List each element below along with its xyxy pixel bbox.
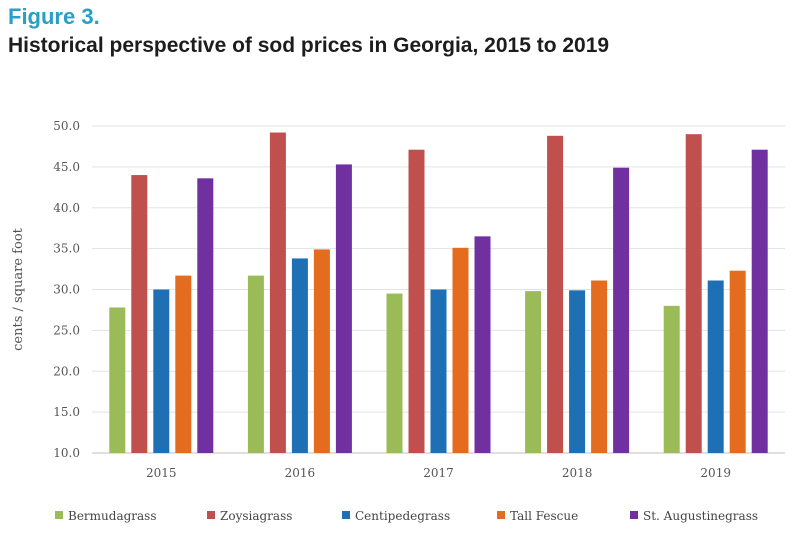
y-tick-labels: 10.0 15.0 20.0 25.0 30.0 35.0 40.0 45.0 50.0 <box>53 119 80 460</box>
bars <box>109 132 768 454</box>
bar-st-augustinegrass-2018 <box>613 167 630 453</box>
x-tick-labels: 2015 2016 2017 2018 2019 <box>146 466 731 480</box>
x-tick-label: 2018 <box>562 466 593 480</box>
bar-st-augustinegrass-2017 <box>474 236 491 453</box>
y-axis-title: cents / square foot <box>11 227 26 351</box>
x-tick-label: 2017 <box>423 466 454 480</box>
y-tick-label: 30.0 <box>53 283 80 297</box>
legend-label: Bermudagrass <box>68 509 157 523</box>
bar-bermudagrass-2016 <box>247 275 264 453</box>
bar-st-augustinegrass-2016 <box>335 164 352 454</box>
bar-centipedegrass-2018 <box>569 290 586 453</box>
bar-bermudagrass-2018 <box>525 291 542 453</box>
bar-bermudagrass-2017 <box>386 293 403 453</box>
y-tick-label: 25.0 <box>53 323 80 337</box>
bar-tall-fescue-2015 <box>175 275 192 453</box>
legend-label: Tall Fescue <box>510 509 578 523</box>
bar-st-augustinegrass-2015 <box>197 178 214 453</box>
y-tick-label: 35.0 <box>53 242 80 256</box>
figure-label: Figure 3. <box>8 4 100 29</box>
bar-bermudagrass-2015 <box>109 307 126 453</box>
x-tick-label: 2015 <box>146 466 177 480</box>
bar-bermudagrass-2019 <box>663 305 680 453</box>
bar-zoysiagrass-2016 <box>269 132 286 454</box>
bar-tall-fescue-2017 <box>452 247 469 453</box>
legend-swatch <box>342 511 350 519</box>
legend-label: Zoysiagrass <box>220 509 292 523</box>
bar-centipedegrass-2019 <box>707 280 724 453</box>
bar-zoysiagrass-2019 <box>685 134 702 454</box>
legend: Bermudagrass Zoysiagrass Centipedegrass Tal… <box>55 509 758 523</box>
y-tick-label: 40.0 <box>53 201 80 215</box>
x-tick-label: 2016 <box>285 466 316 480</box>
bar-tall-fescue-2018 <box>591 280 608 453</box>
y-tick-label: 20.0 <box>53 364 80 378</box>
legend-label: Centipedegrass <box>355 509 450 523</box>
y-tick-label: 50.0 <box>53 119 80 133</box>
y-tick-label: 45.0 <box>53 160 80 174</box>
chart-title: Historical perspective of sod prices in … <box>8 34 610 57</box>
bar-zoysiagrass-2015 <box>131 175 148 454</box>
bar-st-augustinegrass-2019 <box>751 149 768 453</box>
y-tick-label: 15.0 <box>53 405 80 419</box>
legend-label: St. Augustinegrass <box>643 509 758 523</box>
bar-centipedegrass-2017 <box>430 289 447 453</box>
legend-swatch <box>55 511 63 519</box>
x-tick-label: 2019 <box>700 466 731 480</box>
bar-tall-fescue-2019 <box>729 270 746 453</box>
legend-swatch <box>497 511 505 519</box>
legend-swatch <box>630 511 638 519</box>
y-tick-label: 10.0 <box>53 446 80 460</box>
legend-swatch <box>207 511 215 519</box>
bar-zoysiagrass-2017 <box>408 149 425 453</box>
bar-centipedegrass-2016 <box>291 258 308 453</box>
bar-centipedegrass-2015 <box>153 289 170 453</box>
bar-tall-fescue-2016 <box>313 249 330 453</box>
bar-zoysiagrass-2018 <box>547 135 564 453</box>
